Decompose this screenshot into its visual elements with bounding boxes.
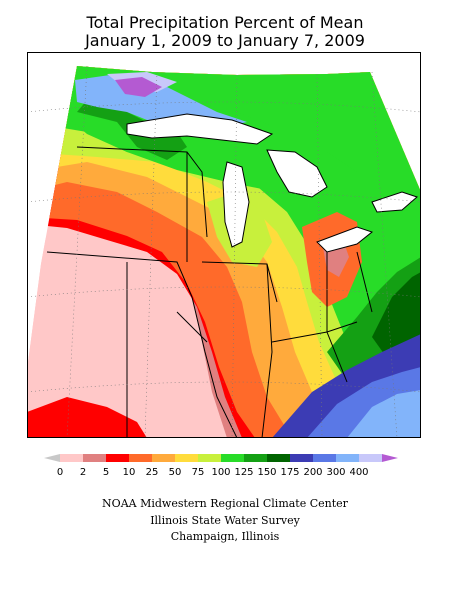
band-south-red — [27, 397, 147, 438]
legend-label: 10 — [123, 467, 136, 478]
legend-swatch — [106, 454, 129, 462]
legend-swatch — [244, 454, 267, 462]
legend-label: 50 — [169, 467, 182, 478]
legend-label: 5 — [103, 467, 109, 478]
legend-label: 0 — [57, 467, 63, 478]
legend-label: 100 — [211, 467, 230, 478]
legend-label: 200 — [303, 467, 322, 478]
legend-label: 150 — [257, 467, 276, 478]
legend-label: 2 — [80, 467, 86, 478]
legend-label: 300 — [326, 467, 345, 478]
legend-swatch — [152, 454, 175, 462]
legend-label: 175 — [280, 467, 299, 478]
credit-organization: NOAA Midwestern Regional Climate Center — [102, 497, 348, 510]
legend-swatch — [267, 454, 290, 462]
legend-swatch — [359, 454, 382, 462]
legend-label: 75 — [192, 467, 205, 478]
legend-arrow-high — [382, 454, 398, 462]
great-lakes — [126, 113, 418, 253]
legend-label: 25 — [146, 467, 159, 478]
state-boundaries — [46, 146, 373, 438]
map-title: Total Precipitation Percent of Mean — [86, 13, 364, 32]
band-light-blue — [347, 390, 421, 438]
map-date-range: January 1, 2009 to January 7, 2009 — [85, 31, 365, 50]
legend-swatch — [290, 454, 313, 462]
legend-swatch — [60, 454, 83, 462]
graticule — [27, 65, 421, 438]
legend-swatch — [336, 454, 359, 462]
legend-swatch — [129, 454, 152, 462]
legend-swatch — [221, 454, 244, 462]
legend-swatch — [198, 454, 221, 462]
legend-swatch — [175, 454, 198, 462]
legend-label: 125 — [234, 467, 253, 478]
color-legend: 0 2 5 10 25 50 75 100 125 150 175 200 300 400 — [44, 454, 398, 478]
credit-location: Champaign, Illinois — [170, 530, 280, 543]
map-frame — [27, 52, 421, 438]
legend-label: 400 — [349, 467, 368, 478]
legend-swatch — [83, 454, 106, 462]
legend-arrow-low — [44, 454, 60, 462]
legend-swatch — [313, 454, 336, 462]
precipitation-map — [27, 52, 421, 438]
credit-survey: Illinois State Water Survey — [150, 514, 300, 527]
band-north-purple — [115, 77, 162, 97]
